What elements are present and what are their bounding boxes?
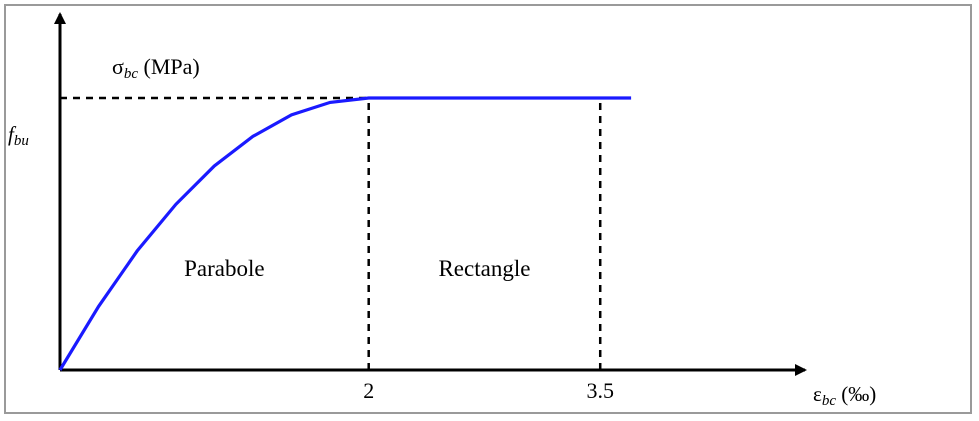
y-level-label: fbu	[8, 122, 29, 149]
y-axis-label: σbc (MPa)	[112, 54, 200, 82]
x-tick-label: 2	[363, 378, 374, 403]
x-tick-labels: 2 3.5	[363, 378, 614, 403]
x-axis-label: εbc (‰)	[813, 382, 876, 409]
region-label-rectangle: Rectangle	[438, 256, 530, 281]
region-labels: Parabole Rectangle	[184, 256, 530, 281]
series-line	[58, 96, 632, 371]
dashed-guides	[60, 96, 602, 370]
x-tick-label: 3.5	[586, 378, 614, 403]
region-label-parabole: Parabole	[184, 256, 264, 281]
chart-frame	[4, 4, 972, 414]
